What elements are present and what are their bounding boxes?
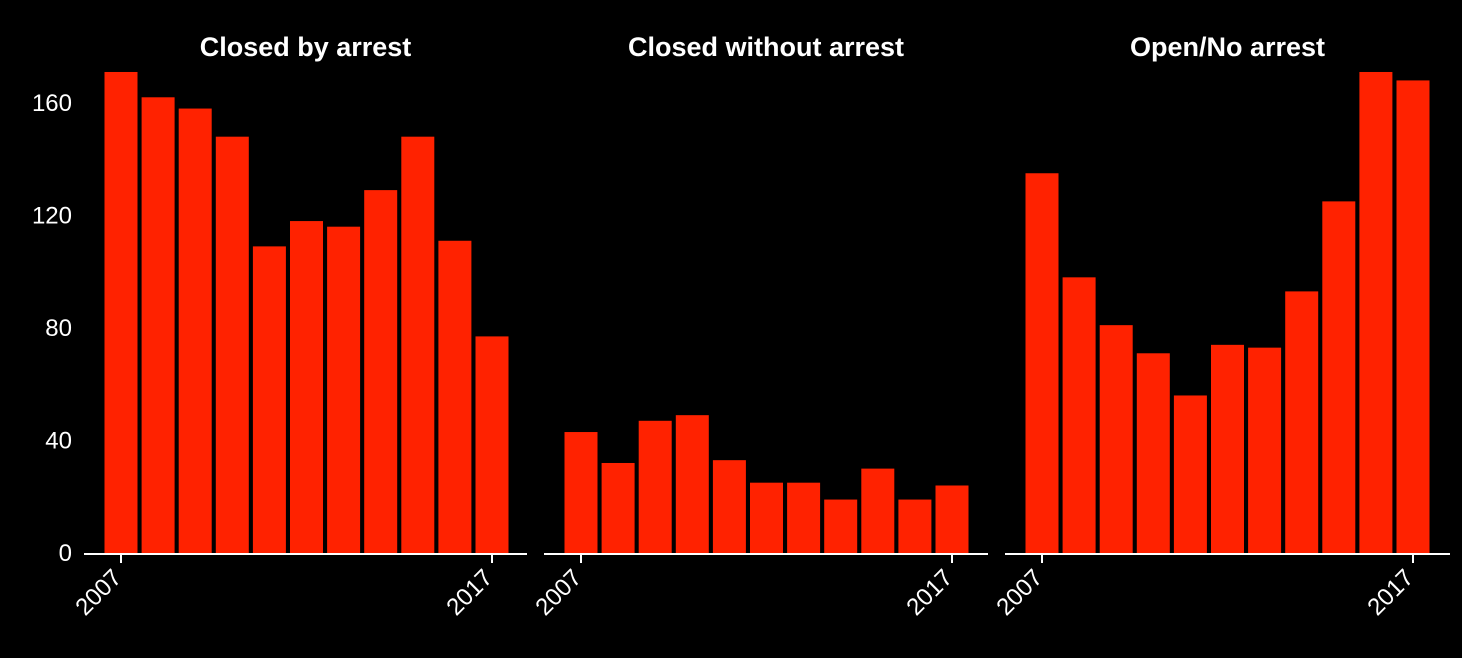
bar-2010 xyxy=(1136,353,1170,553)
y-tick-label: 160 xyxy=(32,90,72,117)
bar-2009 xyxy=(1099,325,1133,553)
bar-2015 xyxy=(861,468,895,553)
bar-2011 xyxy=(1173,395,1207,553)
bar-2012 xyxy=(750,482,783,553)
panel-title: Closed by arrest xyxy=(200,32,412,62)
bar-2016 xyxy=(438,240,472,553)
panel-title: Open/No arrest xyxy=(1130,32,1325,62)
bar-2008 xyxy=(601,462,635,553)
y-tick-label: 40 xyxy=(45,427,72,454)
bar-2008 xyxy=(141,97,175,553)
x-tick-label: 2017 xyxy=(441,564,498,621)
bar-2007 xyxy=(564,432,598,553)
y-tick-label: 0 xyxy=(59,540,72,567)
bar-2007 xyxy=(1025,173,1059,553)
bar-2017 xyxy=(475,336,509,553)
bar-2012 xyxy=(1211,344,1244,553)
y-tick-label: 120 xyxy=(32,202,72,229)
bar-2011 xyxy=(712,460,746,553)
x-tick-label: 2017 xyxy=(1362,564,1419,621)
x-tick-label: 2017 xyxy=(901,564,958,621)
bar-2015 xyxy=(1322,201,1356,554)
bar-2007 xyxy=(104,71,138,553)
bar-2014 xyxy=(364,190,398,553)
bar-2013 xyxy=(1248,347,1282,553)
bar-2008 xyxy=(1062,277,1096,553)
bar-2012 xyxy=(290,221,323,553)
bar-2009 xyxy=(638,420,672,553)
bar-2017 xyxy=(1396,80,1430,554)
bar-2010 xyxy=(675,415,709,553)
bar-2013 xyxy=(787,482,821,553)
bar-2016 xyxy=(1359,71,1393,553)
x-tick-label: 2007 xyxy=(530,564,587,621)
y-tick-label: 80 xyxy=(45,315,72,342)
bar-2017 xyxy=(935,485,969,553)
x-tick-label: 2007 xyxy=(991,564,1048,621)
panel-2: Closed without arrest 2007 2017 xyxy=(530,32,988,621)
bar-2013 xyxy=(327,226,361,553)
panel-title: Closed without arrest xyxy=(628,32,904,62)
bar-2014 xyxy=(824,499,858,553)
bar-2009 xyxy=(178,108,212,554)
x-tick-label: 2007 xyxy=(70,564,127,621)
bar-2015 xyxy=(401,136,435,553)
panel-1: Closed by arrest 2007 2017 0 40 80 120 160 xyxy=(32,32,527,621)
bar-2014 xyxy=(1285,291,1319,553)
bar-2010 xyxy=(215,136,249,553)
bar-2011 xyxy=(252,246,286,553)
bar-2016 xyxy=(898,499,932,553)
panel-3: Open/No arrest 2007 2017 xyxy=(991,32,1450,621)
